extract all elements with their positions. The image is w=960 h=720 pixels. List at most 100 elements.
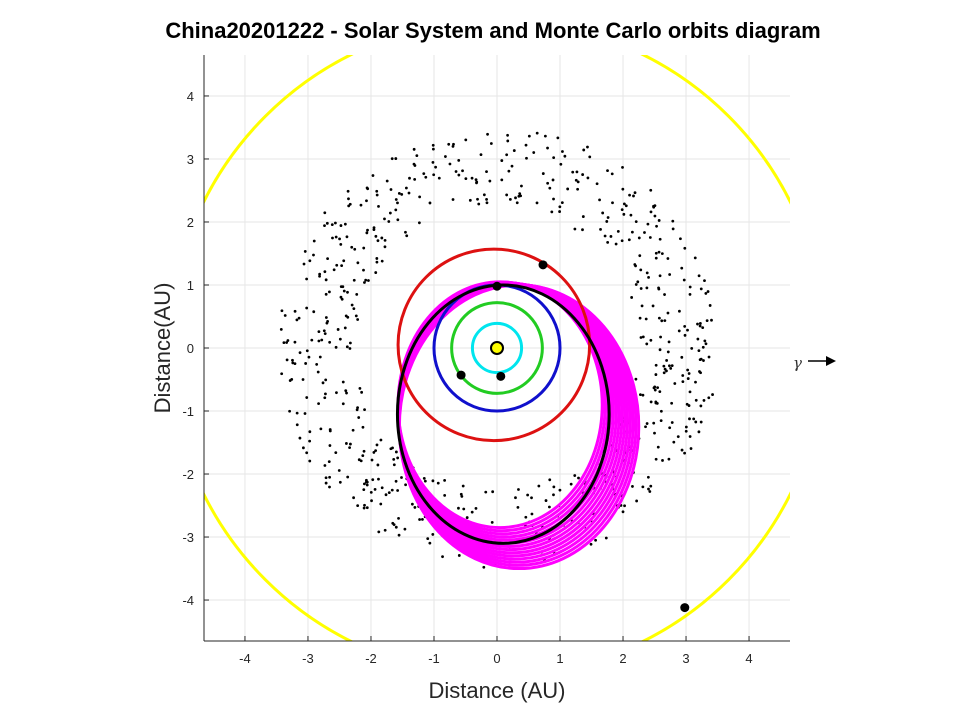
asteroid-point: [484, 490, 488, 494]
asteroid-point: [374, 271, 378, 274]
asteroid-point: [346, 189, 350, 193]
asteroid-point: [346, 290, 349, 294]
asteroid-point: [657, 250, 661, 254]
y-tick-label: -3: [182, 530, 194, 545]
asteroid-point: [352, 307, 356, 311]
asteroid-point: [518, 192, 522, 196]
asteroid-point: [301, 378, 305, 381]
asteroid-point: [348, 446, 351, 450]
asteroid-point: [363, 482, 366, 486]
asteroid-point: [280, 309, 284, 313]
asteroid-point: [371, 174, 375, 177]
asteroid-point: [335, 263, 339, 267]
asteroid-point: [672, 440, 676, 444]
asteroid-point: [668, 364, 671, 368]
asteroid-point: [616, 230, 620, 233]
asteroid-point: [703, 339, 707, 343]
asteroid-point: [698, 324, 702, 328]
asteroid-point: [524, 515, 528, 519]
asteroid-point: [652, 386, 656, 390]
asteroid-point: [390, 488, 394, 492]
asteroid-point: [318, 274, 321, 278]
asteroid-point: [325, 221, 329, 225]
asteroid-point: [397, 533, 401, 537]
asteroid-point: [324, 476, 328, 480]
asteroid-point: [667, 457, 671, 461]
asteroid-point: [658, 274, 662, 278]
asteroid-point: [486, 132, 489, 136]
asteroid-point: [657, 287, 661, 291]
asteroid-point: [400, 476, 403, 479]
asteroid-point: [375, 189, 379, 193]
asteroid-point: [680, 266, 684, 270]
asteroid-point: [305, 277, 309, 281]
asteroid-point: [468, 198, 472, 202]
asteroid-point: [654, 363, 658, 367]
x-tick-label: -1: [428, 651, 440, 666]
asteroid-point: [389, 188, 393, 191]
asteroid-point: [285, 341, 289, 344]
asteroid-point: [514, 496, 517, 500]
asteroid-point: [408, 176, 411, 180]
asteroid-point: [520, 184, 523, 188]
asteroid-point: [330, 223, 334, 227]
asteroid-point: [620, 208, 624, 212]
asteroid-point: [324, 392, 327, 396]
asteroid-point: [375, 260, 379, 264]
asteroid-point: [412, 147, 416, 151]
asteroid-point: [460, 495, 464, 498]
asteroid-point: [459, 492, 463, 496]
asteroid-point: [576, 180, 580, 184]
asteroid-point: [431, 161, 435, 164]
asteroid-point: [308, 439, 312, 443]
asteroid-point: [375, 257, 379, 260]
asteroid-point: [424, 175, 428, 179]
asteroid-point: [552, 493, 555, 497]
asteroid-point: [359, 459, 363, 463]
asteroid-point: [647, 275, 650, 279]
asteroid-point: [342, 289, 346, 293]
asteroid-point: [349, 442, 352, 446]
asteroid-point: [385, 179, 389, 183]
chart-title: China20201222 - Solar System and Monte C…: [165, 18, 821, 43]
asteroid-point: [452, 142, 455, 146]
asteroid-point: [374, 234, 378, 238]
asteroid-point: [550, 210, 554, 214]
asteroid-point: [348, 347, 352, 350]
asteroid-point: [667, 340, 671, 344]
asteroid-point: [680, 355, 684, 359]
asteroid-point: [339, 224, 343, 227]
asteroid-point: [485, 201, 489, 205]
asteroid-point: [340, 297, 344, 301]
asteroid-point: [345, 235, 349, 239]
asteroid-point: [358, 386, 362, 390]
asteroid-point: [707, 396, 711, 400]
asteroid-point: [387, 491, 391, 494]
asteroid-point: [652, 421, 656, 425]
asteroid-point: [657, 219, 661, 222]
asteroid-point: [548, 478, 552, 482]
asteroid-point: [369, 490, 373, 494]
asteroid-point: [345, 391, 348, 395]
planet-position-marker: [496, 371, 506, 381]
asteroid-point: [365, 483, 369, 487]
asteroid-point: [535, 131, 539, 135]
y-tick-label: -1: [182, 404, 194, 419]
asteroid-point: [694, 398, 698, 402]
asteroid-point: [658, 348, 662, 352]
asteroid-point: [380, 486, 384, 490]
asteroid-point: [686, 368, 690, 372]
asteroid-point: [699, 404, 703, 408]
asteroid-point: [670, 421, 674, 424]
asteroid-point: [654, 373, 658, 376]
asteroid-point: [396, 489, 400, 492]
asteroid-point: [687, 372, 691, 375]
asteroid-point: [316, 370, 320, 374]
asteroid-point: [603, 234, 607, 238]
asteroid-point: [357, 416, 361, 419]
y-tick-label: 4: [187, 89, 194, 104]
asteroid-point: [343, 222, 347, 226]
asteroid-point: [328, 340, 332, 344]
asteroid-point: [512, 149, 516, 152]
